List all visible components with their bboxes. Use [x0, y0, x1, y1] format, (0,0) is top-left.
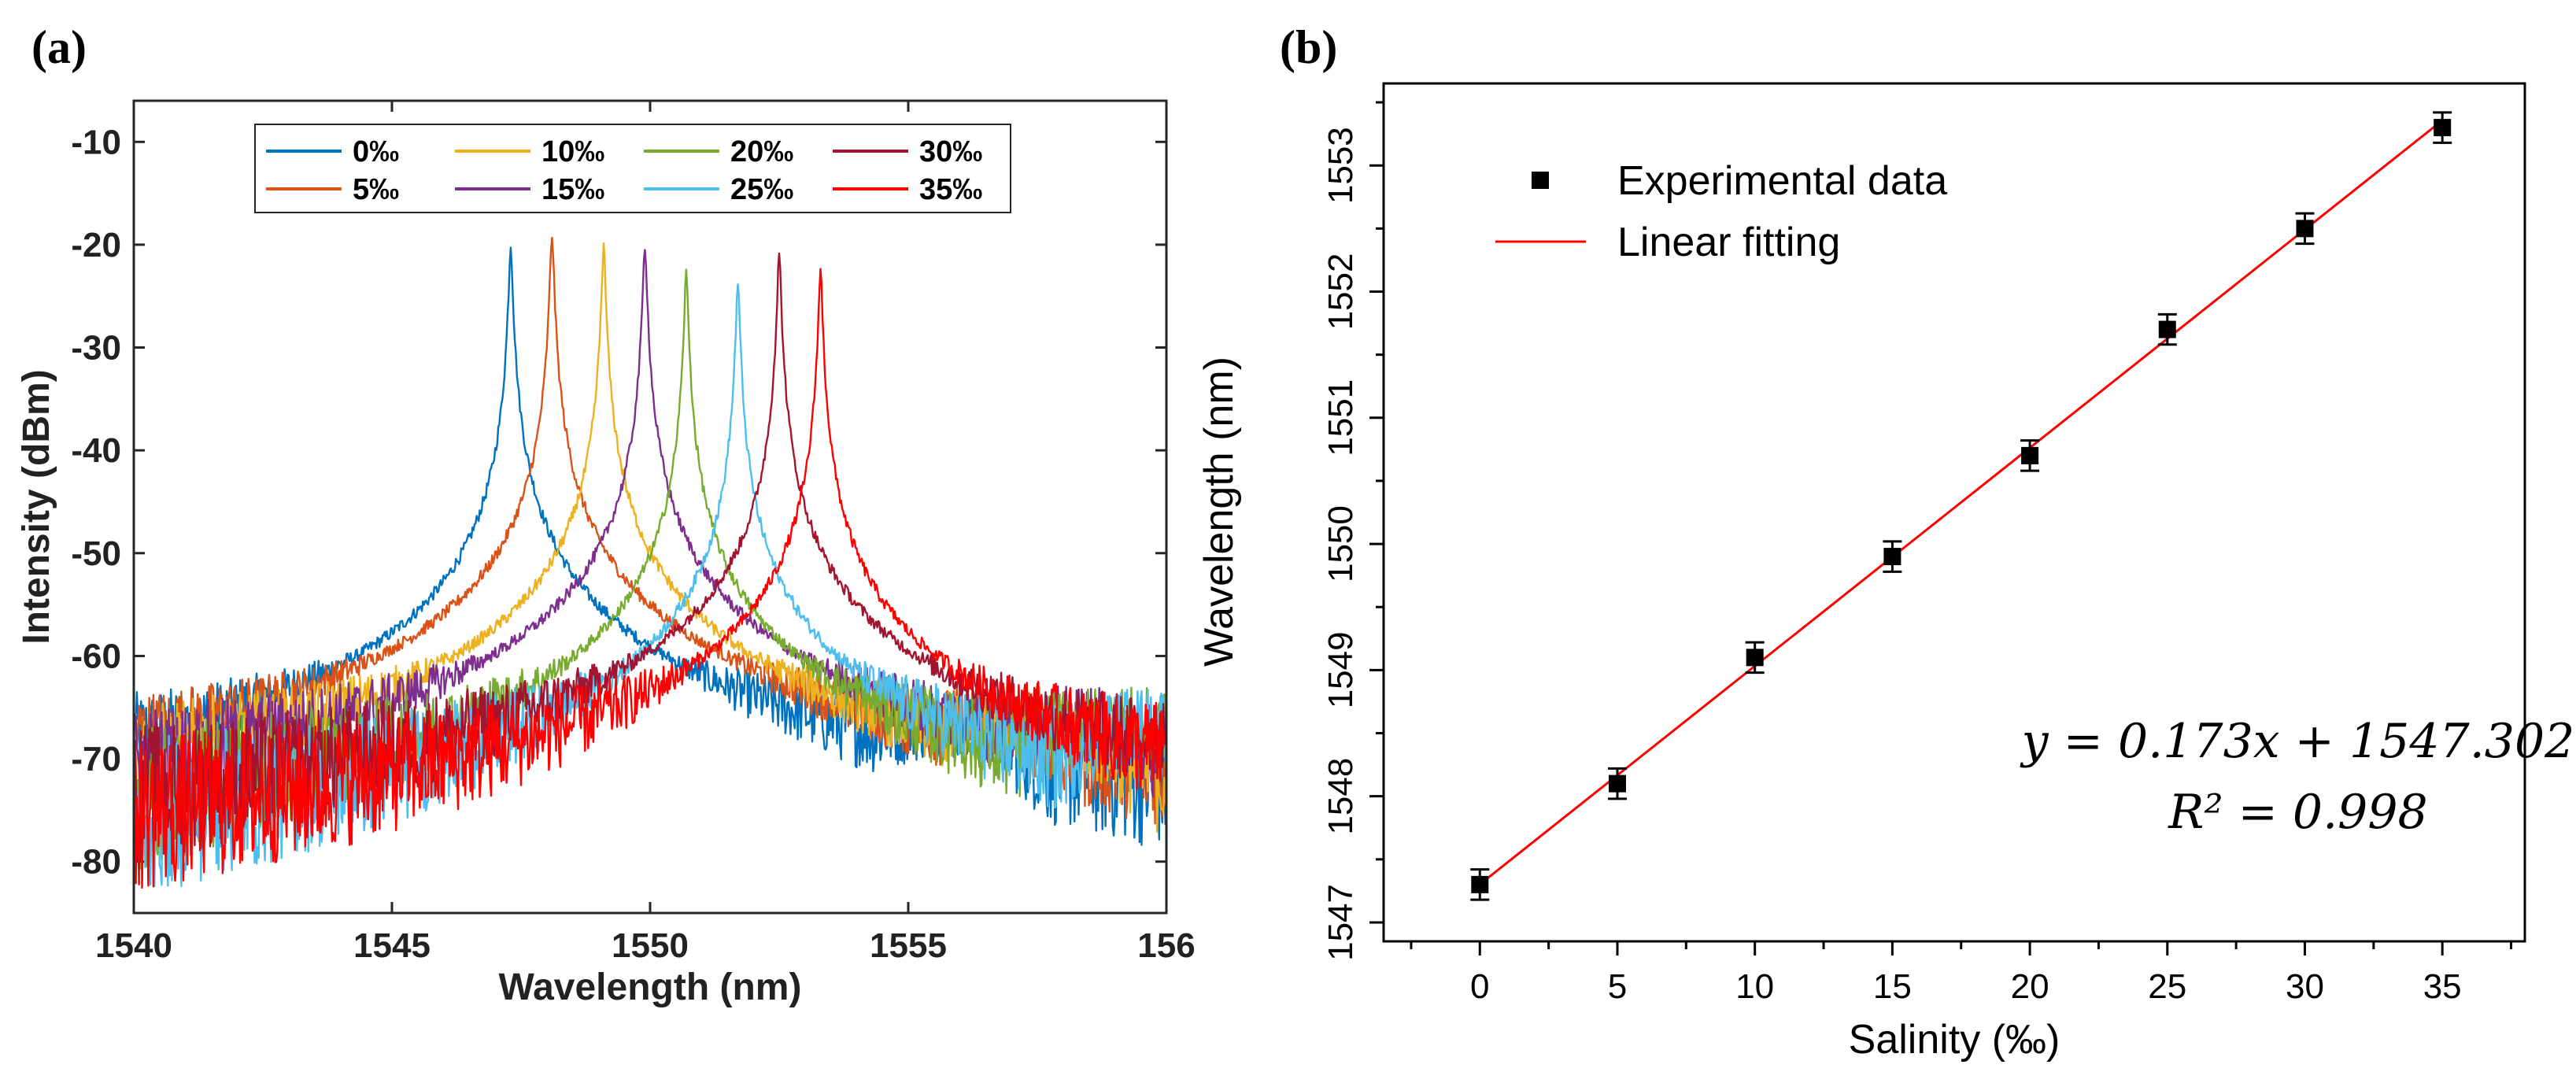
panel-a-y-tick-labels: -10 -20 -30 -40 -50 -60 -70 -80	[71, 123, 121, 881]
panel-b-data-point	[2295, 212, 2315, 246]
panel-b-marker	[2296, 220, 2314, 238]
panel-b-data-points	[1470, 111, 2452, 901]
panel-a-legend-label: 15‰	[541, 173, 604, 206]
panel-b-x-tick-label: 20	[2011, 967, 2049, 1006]
panel-b-y-tick-label: 1549	[1321, 631, 1360, 708]
panel-a-label: (a)	[31, 21, 87, 73]
panel-b-marker	[2158, 320, 2176, 338]
panel-a-y-tick-label: -50	[71, 534, 121, 573]
panel-b-legend-entry-fitting: Linear fitting	[1617, 220, 1840, 265]
panel-b-x-tick-label: 5	[1608, 967, 1627, 1006]
panel-b-y-tick-label: 1552	[1321, 253, 1360, 331]
panel-a-legend-label: 10‰	[541, 135, 604, 168]
panel-b-data-point	[1607, 767, 1627, 800]
panel-a-y-tick-label: -20	[71, 226, 121, 264]
panel-b-r-squared: R² = 0.998	[2168, 785, 2427, 840]
panel-a: (a) -10 -20 -30 -40 -50 -60 -70 -80 1540 1545 155…	[16, 21, 1196, 1008]
panel-a-spectra	[134, 236, 1166, 889]
panel-b-x-tick-label: 15	[1873, 967, 1912, 1006]
panel-b-x-tick-label: 35	[2423, 967, 2462, 1006]
panel-a-x-tick-label: 1555	[870, 926, 947, 965]
panel-a-legend-label: 20‰	[730, 135, 793, 168]
panel-a-y-tick-label: -40	[71, 431, 121, 470]
panel-a-legend-label: 25‰	[730, 173, 793, 206]
panel-b-data-point	[2157, 312, 2177, 346]
panel-b: (b) 1547 1548 1549 1550 1551 1552 1553 0 5 10 15 2…	[1196, 21, 2574, 1063]
panel-a-y-axis-label: Intensity (dBm)	[16, 369, 57, 644]
panel-b-data-point	[1745, 641, 1765, 675]
panel-b-x-tick-label: 30	[2286, 967, 2324, 1006]
panel-a-legend: 0‰ 5‰ 10‰ 15‰ 20‰ 25‰ 30‰ 35‰	[254, 124, 1011, 213]
panel-b-y-tick-label: 1550	[1321, 505, 1360, 582]
panel-b-x-tick-label: 10	[1735, 967, 1774, 1006]
panel-b-label: (b)	[1280, 21, 1337, 73]
panel-b-ticks	[1369, 101, 2513, 956]
panel-a-y-tick-label: -60	[71, 637, 121, 675]
panel-b-legend-marker-square	[1532, 172, 1549, 189]
panel-a-spectrum-7	[134, 268, 1166, 889]
panel-a-x-tick-label: 156	[1137, 926, 1195, 965]
panel-a-x-axis-label: Wavelength (nm)	[499, 967, 802, 1008]
panel-b-fit-equation: y = 0.173x + 1547.302	[2020, 714, 2575, 769]
panel-b-marker	[2434, 119, 2452, 137]
panel-b-marker	[1471, 875, 1489, 893]
panel-b-y-tick-label: 1547	[1321, 884, 1360, 961]
panel-b-plot-frame	[1382, 82, 2526, 943]
panel-a-legend-label: 0‰	[353, 135, 399, 168]
panel-b-x-axis-label: Salinity (‰)	[1849, 1017, 2060, 1063]
panel-b-marker	[2021, 446, 2039, 464]
panel-a-x-tick-label: 1545	[353, 926, 431, 965]
panel-a-x-tick-label: 1550	[612, 926, 689, 965]
panel-a-y-tick-label: -30	[71, 329, 121, 368]
panel-b-marker	[1608, 774, 1626, 793]
panel-a-legend-label: 30‰	[919, 135, 982, 168]
panel-b-y-tick-label: 1553	[1321, 127, 1360, 204]
panel-a-spectrum-6	[134, 252, 1166, 863]
panel-b-marker	[1883, 548, 1902, 566]
panel-a-x-tick-label: 1540	[95, 926, 172, 965]
panel-b-data-point	[1470, 868, 1490, 901]
panel-b-x-tick-labels: 0 5 10 15 20 25 30 35	[1470, 967, 2462, 1006]
panel-b-fit-line	[1479, 119, 2444, 885]
panel-a-legend-box	[254, 124, 1011, 213]
panel-b-data-point	[2433, 111, 2452, 144]
panel-b-x-tick-label: 0	[1470, 967, 1489, 1006]
panel-a-plot-frame	[132, 99, 1168, 915]
panel-b-data-point	[1883, 540, 1902, 573]
panel-b-y-axis-label: Wavelength (nm)	[1196, 357, 1242, 667]
panel-b-data-point	[2020, 439, 2040, 472]
panel-a-legend-label: 35‰	[919, 173, 982, 206]
panel-a-y-tick-label: -10	[71, 123, 121, 161]
panel-a-legend-label: 5‰	[353, 173, 399, 206]
panel-a-y-tick-label: -80	[71, 843, 121, 882]
panel-b-y-tick-label: 1548	[1321, 758, 1360, 835]
panel-a-x-tick-labels: 1540 1545 1550 1555 156	[95, 926, 1196, 965]
panel-a-y-tick-label: -70	[71, 740, 121, 778]
panel-b-marker	[1746, 649, 1764, 667]
panel-b-legend-entry-experimental: Experimental data	[1617, 158, 1947, 204]
panel-b-y-tick-label: 1551	[1321, 379, 1360, 457]
panel-b-y-tick-labels: 1547 1548 1549 1550 1551 1552 1553	[1321, 127, 1360, 961]
panel-b-fit-line-group	[1479, 119, 2444, 885]
panel-b-x-tick-label: 25	[2148, 967, 2186, 1006]
